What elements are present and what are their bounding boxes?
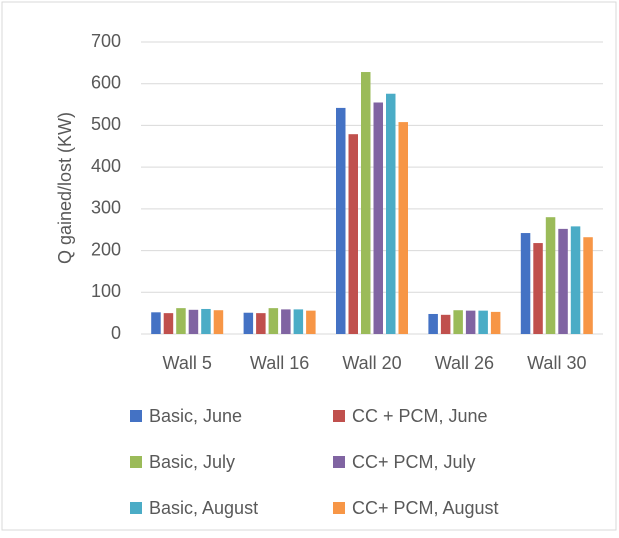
y-tick-label: 700	[91, 31, 121, 51]
y-tick-label: 300	[91, 198, 121, 218]
bar	[348, 134, 358, 334]
bar	[268, 308, 279, 334]
bar	[281, 309, 291, 334]
bar	[490, 311, 501, 334]
legend-label: Basic, August	[149, 498, 258, 518]
y-tick-label: 100	[91, 281, 121, 301]
legend-label: Basic, July	[149, 452, 235, 472]
bar	[545, 217, 556, 334]
bar	[306, 310, 316, 334]
bar	[520, 233, 531, 334]
legend-swatch	[130, 456, 142, 468]
bar	[188, 309, 199, 334]
x-tick-label: Wall 30	[527, 353, 586, 373]
x-tick-label: Wall 5	[163, 353, 212, 373]
y-tick-label: 200	[91, 239, 121, 259]
bar	[386, 93, 396, 335]
bar	[151, 312, 161, 334]
y-tick-label: 600	[91, 72, 121, 92]
x-tick-label: Wall 26	[435, 353, 494, 373]
bar	[201, 308, 211, 334]
bar	[558, 228, 568, 334]
bar	[373, 102, 383, 334]
y-tick-label: 400	[91, 156, 121, 176]
bar	[465, 310, 476, 334]
bar	[453, 310, 463, 334]
bar	[398, 122, 408, 334]
bar	[428, 313, 438, 334]
legend-swatch	[333, 410, 345, 422]
y-tick-label: 0	[111, 323, 121, 343]
bar	[336, 107, 346, 334]
x-tick-label: Wall 16	[250, 353, 309, 373]
legend-label: Basic, June	[149, 406, 242, 426]
bar	[163, 313, 174, 334]
y-axis-label: Q gained/lost (KW)	[55, 112, 75, 264]
bar	[243, 312, 254, 334]
bar	[440, 314, 451, 334]
bar	[176, 308, 186, 334]
bar	[256, 313, 266, 334]
x-tick-label: Wall 20	[342, 353, 401, 373]
legend-swatch	[333, 456, 345, 468]
bar	[293, 309, 304, 334]
bar	[583, 237, 593, 334]
y-tick-label: 500	[91, 114, 121, 134]
legend-swatch	[333, 502, 345, 514]
bar	[533, 243, 543, 334]
bar	[478, 310, 488, 334]
legend-label: CC + PCM, June	[352, 406, 488, 426]
legend-label: CC+ PCM, July	[352, 452, 476, 472]
bar	[361, 72, 371, 334]
legend-swatch	[130, 410, 142, 422]
legend-label: CC+ PCM, August	[352, 498, 499, 518]
bar	[213, 310, 224, 334]
bar	[570, 226, 581, 334]
legend-swatch	[130, 502, 142, 514]
